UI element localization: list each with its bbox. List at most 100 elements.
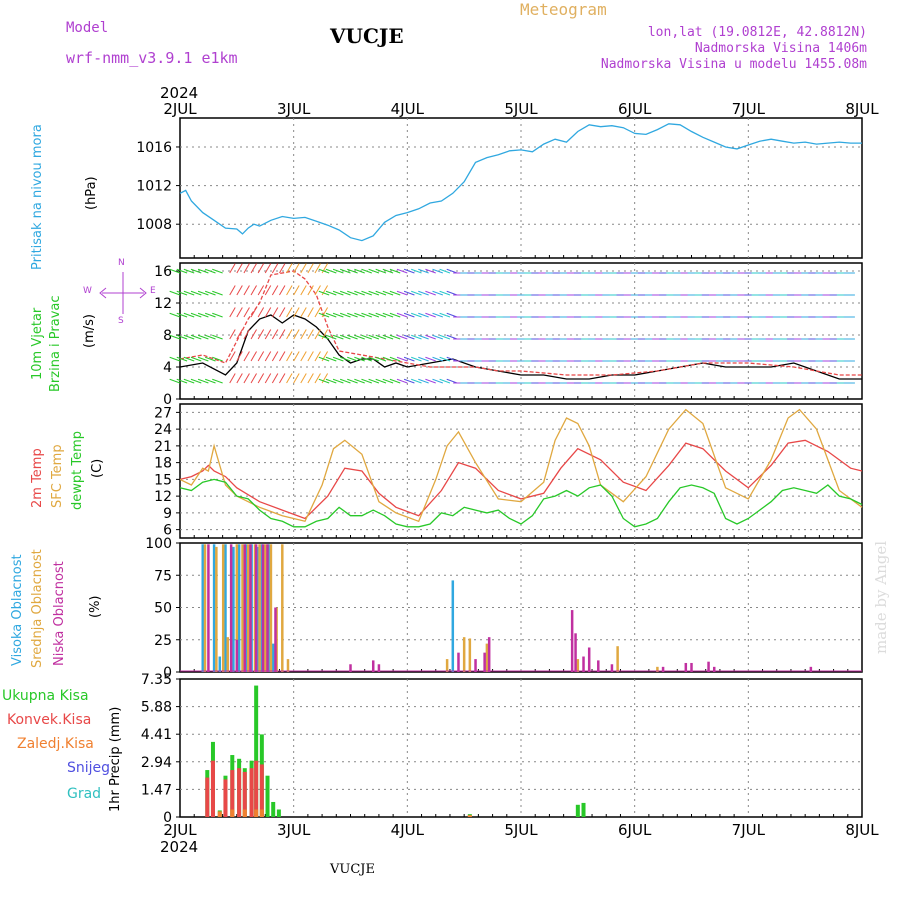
- cloud-bar-niska-oblacnost: [597, 660, 600, 672]
- wind-barb: [307, 373, 314, 384]
- wind-barb: [250, 329, 257, 340]
- wind-barb: [293, 351, 300, 362]
- wind-barb: [190, 312, 202, 318]
- wind-barb: [243, 329, 250, 340]
- wind-barb: [325, 268, 337, 274]
- wind-barb: [446, 268, 458, 274]
- pressure-xtick-label: 4JUL: [391, 100, 425, 118]
- wind-barb: [169, 290, 181, 296]
- wind-barb: [205, 334, 216, 340]
- wind-ytick-label: 0: [163, 392, 172, 408]
- wind-barb: [197, 312, 209, 318]
- wind-barb: [243, 263, 250, 274]
- precip-bar-konvek-kisa: [254, 760, 259, 817]
- wind-barb: [354, 290, 365, 296]
- wind-barb: [300, 307, 307, 318]
- wind-barb: [314, 373, 321, 384]
- wind-barb: [368, 290, 380, 296]
- cloud-bar-niska-oblacnost: [243, 544, 247, 672]
- temperature-ytick-label: 9: [163, 506, 172, 522]
- wind-barb: [212, 378, 223, 384]
- wind-barb: [339, 378, 351, 384]
- wind-barb: [197, 334, 209, 340]
- wind-barb: [418, 334, 429, 340]
- wind-barb: [271, 285, 279, 296]
- precip-bar-zaledj-kisa: [259, 809, 264, 817]
- wind-barb: [236, 263, 243, 274]
- precip-xtick-label: 6JUL: [618, 821, 652, 839]
- wind-barb: [205, 268, 216, 274]
- precip-bar-ukupna-kisa: [271, 801, 276, 817]
- wind-barb: [271, 307, 279, 318]
- wind-barb: [403, 356, 415, 362]
- wind-barb: [183, 268, 195, 274]
- wind-barb: [439, 268, 451, 274]
- cloud-bar-niska-oblacnost: [254, 544, 258, 672]
- model-label: Model: [66, 20, 109, 36]
- wind-barb: [332, 290, 344, 296]
- pressure-series-pressure: [179, 123, 862, 242]
- wind-barb: [389, 334, 401, 340]
- cloud-bar-srednja-oblacnost: [226, 637, 229, 672]
- wind-barb: [321, 263, 329, 274]
- wind-barb: [339, 334, 351, 340]
- pressure-frame: [179, 117, 863, 259]
- wind-barb: [375, 290, 387, 296]
- precip-bar-konvek-kisa: [242, 771, 247, 817]
- wind-barb: [321, 307, 329, 318]
- wind-barb: [361, 268, 372, 274]
- wind-barb: [332, 268, 344, 274]
- wind-barb: [318, 378, 330, 384]
- precip-bar-konvek-kisa: [205, 777, 210, 817]
- wind-ytick-label: 12: [154, 296, 172, 312]
- wind-barb: [190, 356, 202, 362]
- wind-barb: [321, 351, 329, 362]
- wind-barb: [325, 312, 337, 318]
- wind-barb: [403, 290, 415, 296]
- precip-bar-ukupna-kisa: [265, 775, 270, 817]
- temperature-series-sfc-temp: [179, 408, 863, 523]
- wind-barb: [396, 312, 408, 318]
- wind-barb: [354, 378, 365, 384]
- compass-e: E: [150, 286, 156, 296]
- temperature-series-dewpt-temp: [179, 478, 863, 528]
- wind-barb: [190, 378, 202, 384]
- wind-barb: [325, 290, 337, 296]
- wind-barb: [271, 351, 279, 362]
- cloud-bar-niska-oblacnost: [274, 607, 277, 672]
- temperature-ytick-label: 6: [163, 523, 172, 539]
- wind-barb: [396, 268, 408, 274]
- wind-barb: [300, 285, 307, 296]
- wind-barb: [197, 356, 209, 362]
- cloud-bar-niska-oblacnost: [349, 664, 352, 672]
- wind-barb: [314, 351, 321, 362]
- wind-barb: [361, 334, 372, 340]
- wind-ytick-label: 8: [163, 328, 172, 344]
- cloud-bar-niska-oblacnost: [712, 666, 716, 672]
- wind-barb: [286, 285, 293, 296]
- wind-barb: [197, 268, 209, 274]
- wind-barb: [212, 356, 223, 362]
- wind-barb: [318, 290, 330, 296]
- wind-barb: [271, 263, 279, 274]
- temperature-ytick-label: 18: [154, 456, 172, 472]
- wind-barb: [257, 285, 265, 296]
- elevation-label: Nadmorska Visina 1406m: [694, 41, 867, 56]
- wind-barb: [250, 351, 257, 362]
- wind-barb: [446, 378, 458, 384]
- wind-barb: [293, 329, 300, 340]
- legend-total-rain: Ukupna Kisa: [2, 688, 89, 704]
- wind-barb: [446, 290, 458, 296]
- wind-barb: [176, 378, 188, 384]
- cloud-bar-niska-oblacnost: [249, 544, 252, 672]
- wind-barb: [368, 334, 380, 340]
- wind-barb: [307, 307, 314, 318]
- cloud-ytick-label: 25: [154, 633, 172, 649]
- wind-barb: [212, 312, 223, 318]
- pressure-xtick-label: 2JUL: [163, 100, 197, 118]
- wind-barb: [314, 329, 321, 340]
- wind-barb: [432, 356, 444, 362]
- wind-barb: [347, 290, 358, 296]
- cloud-bar-srednja-oblacnost: [468, 638, 472, 672]
